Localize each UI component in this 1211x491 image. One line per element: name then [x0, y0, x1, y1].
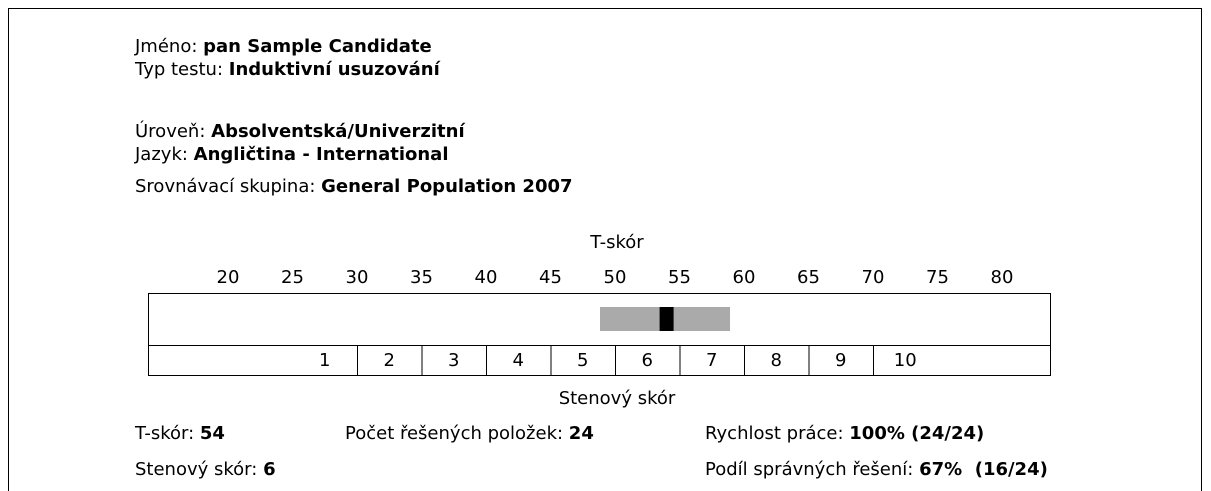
value: Angličtina - International	[193, 144, 449, 165]
t-tick-label: 40	[475, 267, 498, 288]
sten-scale-title: Stenový skór	[559, 388, 676, 409]
label: Úroveň:	[135, 121, 206, 142]
label: Rychlost práce:	[705, 423, 844, 444]
sten-tick-label: 9	[835, 350, 846, 371]
t-tick-label: 50	[604, 267, 627, 288]
level-line: Úroveň: Absolventská/Univerzitní	[135, 121, 465, 143]
t-scale-title: T-skór	[589, 232, 644, 253]
value: 24	[568, 423, 594, 444]
label: Typ testu:	[135, 59, 224, 80]
speed-result: Rychlost práce: 100% (24/24)	[705, 423, 984, 445]
sten-tick-label: 8	[771, 350, 782, 371]
t-tick-label: 55	[668, 267, 691, 288]
label: T-skór:	[135, 423, 195, 444]
accuracy-result: Podíl správných řešení: 67% (16/24)	[705, 459, 1048, 481]
t-tick-label: 65	[797, 267, 820, 288]
scale-box	[148, 293, 1051, 376]
value: 100% (24/24)	[849, 423, 985, 444]
report-frame	[8, 8, 1202, 491]
test-line: Typ testu: Induktivní usuzování	[135, 59, 440, 81]
label: Srovnávací skupina:	[135, 176, 316, 197]
language-line: Jazyk: Angličtina - International	[135, 144, 448, 166]
t-tick-label: 30	[346, 267, 369, 288]
sten-tick-label: 7	[706, 350, 717, 371]
sten-tick-label: 1	[319, 350, 330, 371]
value: General Population 2007	[321, 176, 573, 197]
t-tick-label: 70	[862, 267, 885, 288]
t-score-result: T-skór: 54	[135, 423, 225, 445]
sten-result: Stenový skór: 6	[135, 459, 276, 481]
name-line: Jméno: pan Sample Candidate	[135, 36, 432, 58]
label: Podíl správných řešení:	[705, 459, 914, 480]
value: 54	[199, 423, 225, 444]
sten-tick-label: 6	[642, 350, 653, 371]
t-tick-label: 25	[281, 267, 304, 288]
norm-line: Srovnávací skupina: General Population 2…	[135, 176, 573, 198]
value: 6	[263, 459, 276, 480]
sten-tick-label: 3	[448, 350, 459, 371]
score-marker	[659, 307, 674, 331]
value: Induktivní usuzování	[228, 59, 440, 80]
value: 67% (16/24)	[919, 459, 1048, 480]
t-tick-label: 80	[991, 267, 1014, 288]
t-tick-label: 45	[539, 267, 562, 288]
label: Jazyk:	[135, 144, 188, 165]
label: Počet řešených položek:	[345, 423, 564, 444]
t-tick-label: 35	[410, 267, 433, 288]
value: pan Sample Candidate	[203, 36, 432, 57]
value: Absolventská/Univerzitní	[211, 121, 465, 142]
label: Stenový skór:	[135, 459, 258, 480]
sten-tick-label: 2	[384, 350, 395, 371]
sten-tick-label: 5	[577, 350, 588, 371]
sten-tick-label: 4	[513, 350, 524, 371]
t-tick-label: 60	[733, 267, 756, 288]
items-result: Počet řešených položek: 24	[345, 423, 594, 445]
sten-tick-label: 10	[894, 350, 917, 371]
t-tick-label: 75	[926, 267, 949, 288]
label: Jméno:	[135, 36, 198, 57]
t-tick-label: 20	[217, 267, 240, 288]
